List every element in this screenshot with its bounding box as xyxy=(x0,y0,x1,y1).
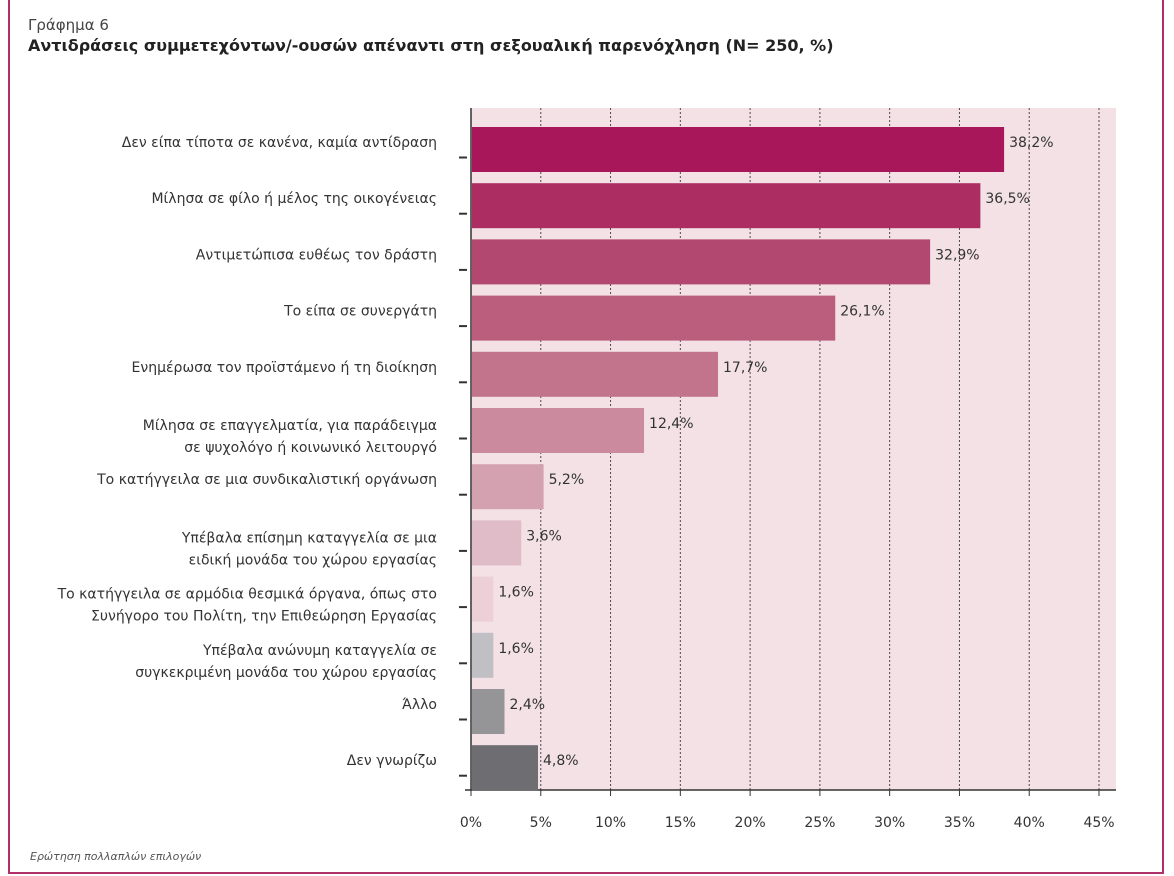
value-label: 2,4% xyxy=(509,697,545,713)
figure-label: Γράφημα 6 xyxy=(28,16,109,34)
x-tick-label: 40% xyxy=(1014,815,1045,831)
bar xyxy=(472,295,836,341)
category-label: Το είπα σε συνεργάτη xyxy=(283,304,437,320)
category-label: Αντιμετώπισα ευθέως τον δράστη xyxy=(196,247,437,263)
bar xyxy=(472,464,544,510)
x-tick-label: 5% xyxy=(530,815,552,831)
category-label: Μίλησα σε φίλο ή μέλος της οικογένειας xyxy=(151,191,437,207)
category-label: Ενημέρωσα τον προϊστάμενο ή τη διοίκηση xyxy=(132,360,437,376)
bar xyxy=(472,408,645,453)
chart-title: Αντιδράσεις συμμετεχόντων/-ουσών απέναντ… xyxy=(28,36,834,55)
category-label: Μίλησα σε επαγγελματία, για παράδειγμα xyxy=(143,418,437,434)
category-label: συγκεκριμένη μονάδα του χώρου εργασίας xyxy=(135,665,437,681)
x-tick-label: 10% xyxy=(595,815,626,831)
x-tick-label: 30% xyxy=(874,815,905,831)
chart-frame xyxy=(8,0,1164,874)
x-tick-label: 20% xyxy=(735,815,766,831)
bar xyxy=(472,689,505,734)
bar xyxy=(472,520,522,566)
bar xyxy=(472,183,981,229)
category-label: Το κατήγγειλα σε αρμόδια θεσμικά όργανα,… xyxy=(57,587,437,603)
category-label: Υπέβαλα ανώνυμη καταγγελία σε xyxy=(202,643,437,659)
x-tick-label: 35% xyxy=(944,815,975,831)
bar xyxy=(472,239,931,285)
x-tick-label: 45% xyxy=(1083,815,1114,831)
category-label: Δεν γνωρίζω xyxy=(347,753,437,769)
category-label: Το κατήγγειλα σε μια συνδικαλιστική οργά… xyxy=(96,472,437,488)
value-label: 17,7% xyxy=(723,360,767,376)
value-label: 12,4% xyxy=(649,416,693,432)
value-label: 5,2% xyxy=(549,472,585,488)
value-label: 4,8% xyxy=(543,753,579,769)
plot-area: 0% 5% 10% 15% 20% 25% 30% 35% 40% 45% 38,2% Δεν είπ… xyxy=(57,108,1116,831)
value-label: 38,2% xyxy=(1009,135,1053,151)
category-label: Συνήγορο του Πολίτη, την Επιθεώρηση Εργα… xyxy=(91,609,437,625)
x-tick-label: 0% xyxy=(460,815,482,831)
category-label: Υπέβαλα επίσημη καταγγελία σε μια xyxy=(181,530,437,546)
value-label: 3,6% xyxy=(526,528,562,544)
category-label: σε ψυχολόγο ή κοινωνικό λειτουργό xyxy=(184,440,437,456)
bar xyxy=(472,576,494,622)
value-label: 1,6% xyxy=(498,641,534,657)
category-label: ειδική μονάδα του χώρου εργασίας xyxy=(189,552,437,568)
x-tick-label: 15% xyxy=(665,815,696,831)
value-label: 36,5% xyxy=(985,191,1029,207)
x-tick-label: 25% xyxy=(804,815,835,831)
value-label: 26,1% xyxy=(840,304,884,320)
bar xyxy=(472,632,494,678)
value-label: 1,6% xyxy=(498,585,534,601)
bar xyxy=(472,351,719,397)
value-label: 32,9% xyxy=(935,247,979,263)
category-label: Δεν είπα τίποτα σε κανένα, καμία αντίδρα… xyxy=(122,135,437,151)
category-label: Άλλο xyxy=(402,697,437,713)
bar xyxy=(472,127,1005,172)
bar xyxy=(472,745,538,791)
footnote: Ερώτηση πολλαπλών επιλογών xyxy=(30,850,202,863)
